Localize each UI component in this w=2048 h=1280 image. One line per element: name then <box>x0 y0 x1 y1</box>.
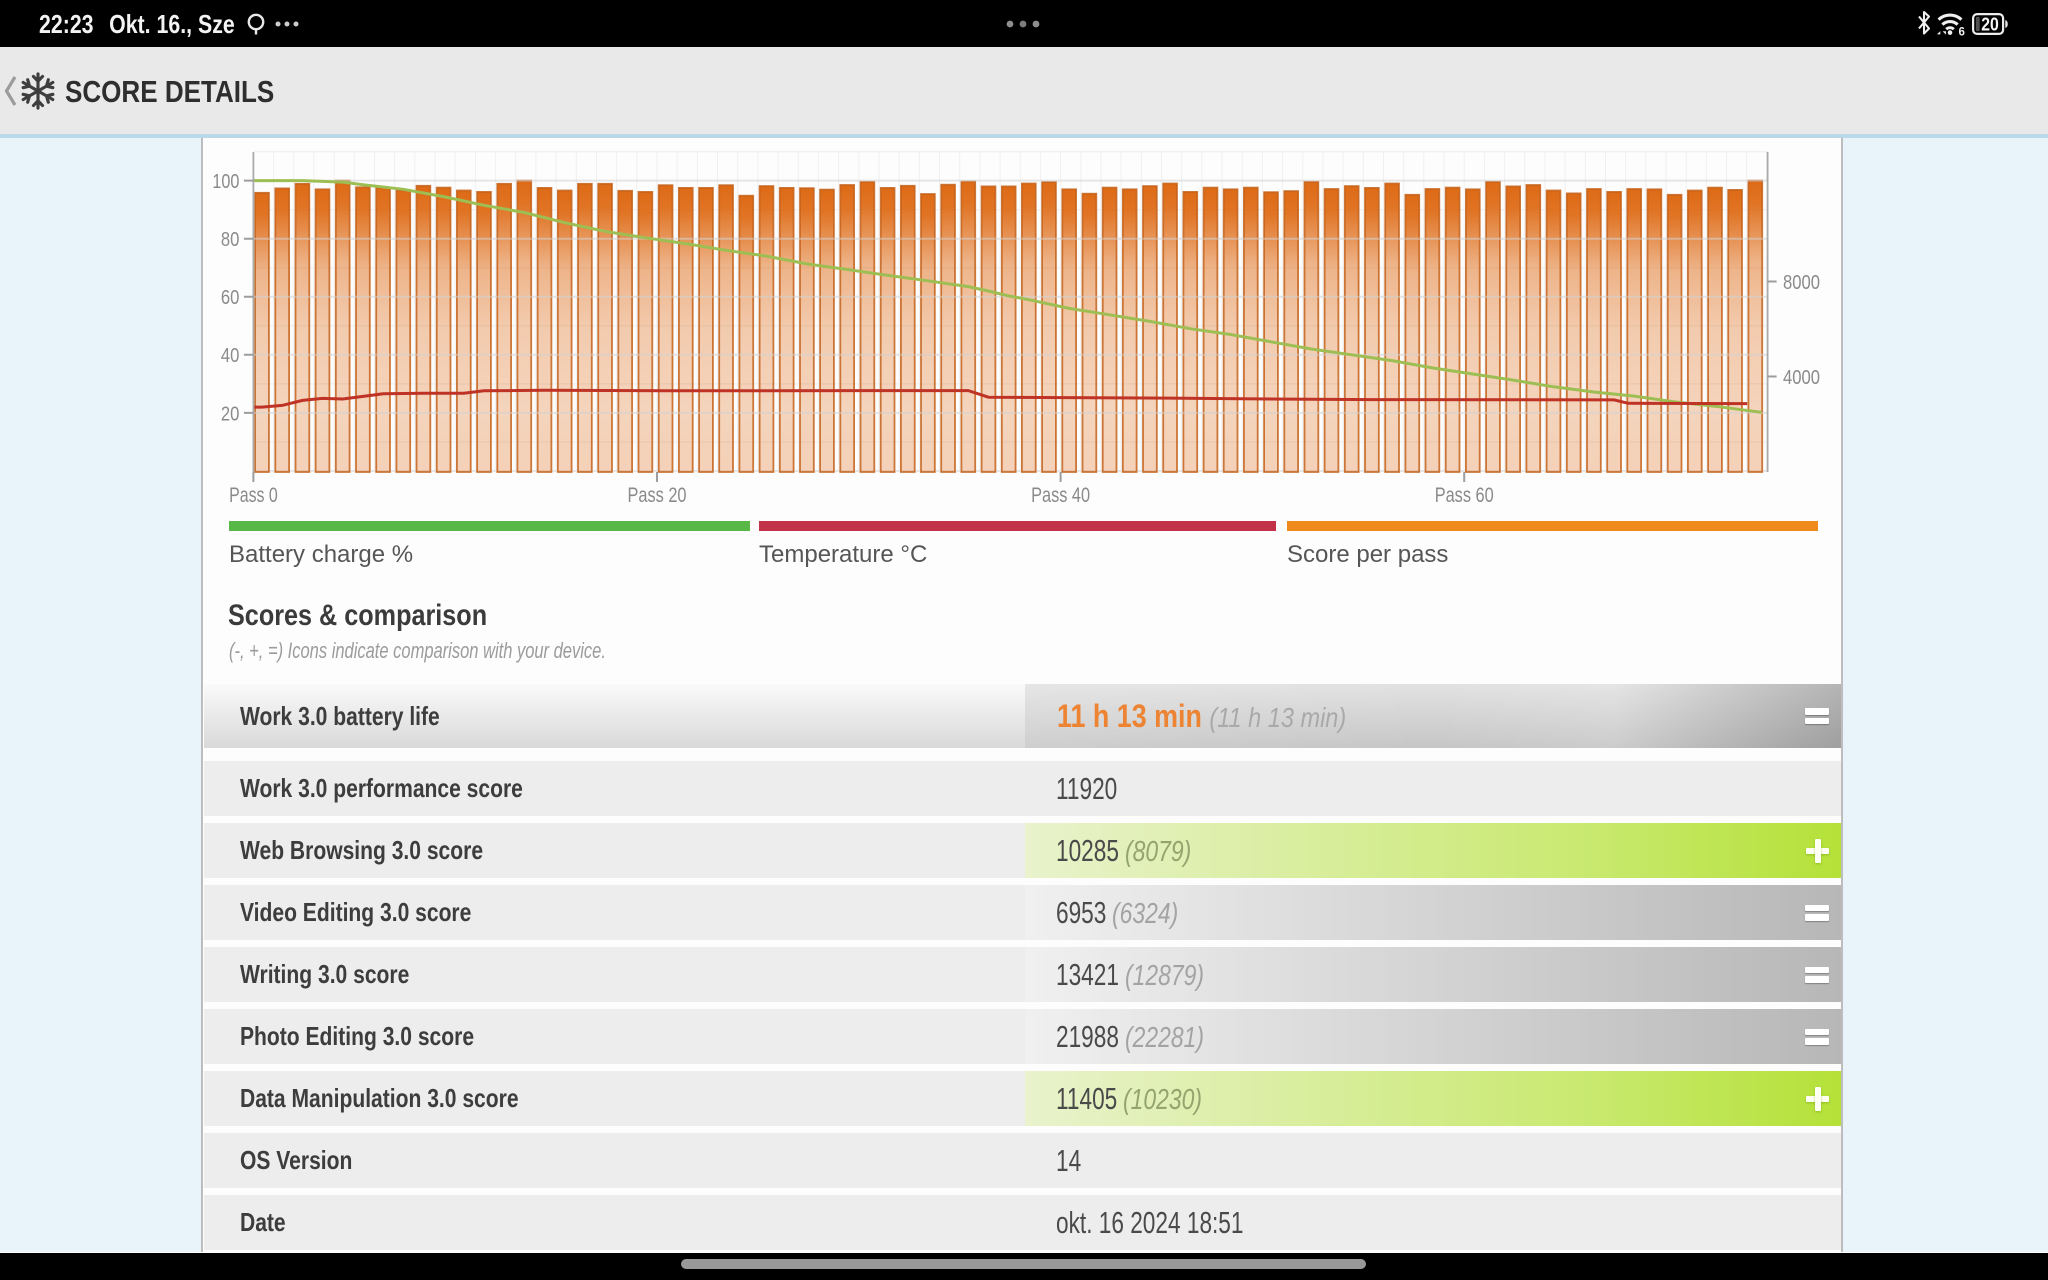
svg-text:Pass 20: Pass 20 <box>628 483 687 507</box>
svg-text:80: 80 <box>221 228 240 251</box>
svg-text:Pass 40: Pass 40 <box>1031 483 1090 507</box>
svg-text:20: 20 <box>221 402 240 425</box>
svg-text:Pass 0: Pass 0 <box>229 483 278 507</box>
svg-text:60: 60 <box>221 286 240 309</box>
svg-text:Pass 60: Pass 60 <box>1435 483 1494 507</box>
svg-text:20: 20 <box>1981 13 1999 34</box>
svg-text:4000: 4000 <box>1783 366 1820 389</box>
svg-text:8000: 8000 <box>1783 271 1820 294</box>
svg-text:100: 100 <box>212 170 239 193</box>
svg-text:6: 6 <box>1959 27 1965 37</box>
svg-text:40: 40 <box>221 344 240 367</box>
